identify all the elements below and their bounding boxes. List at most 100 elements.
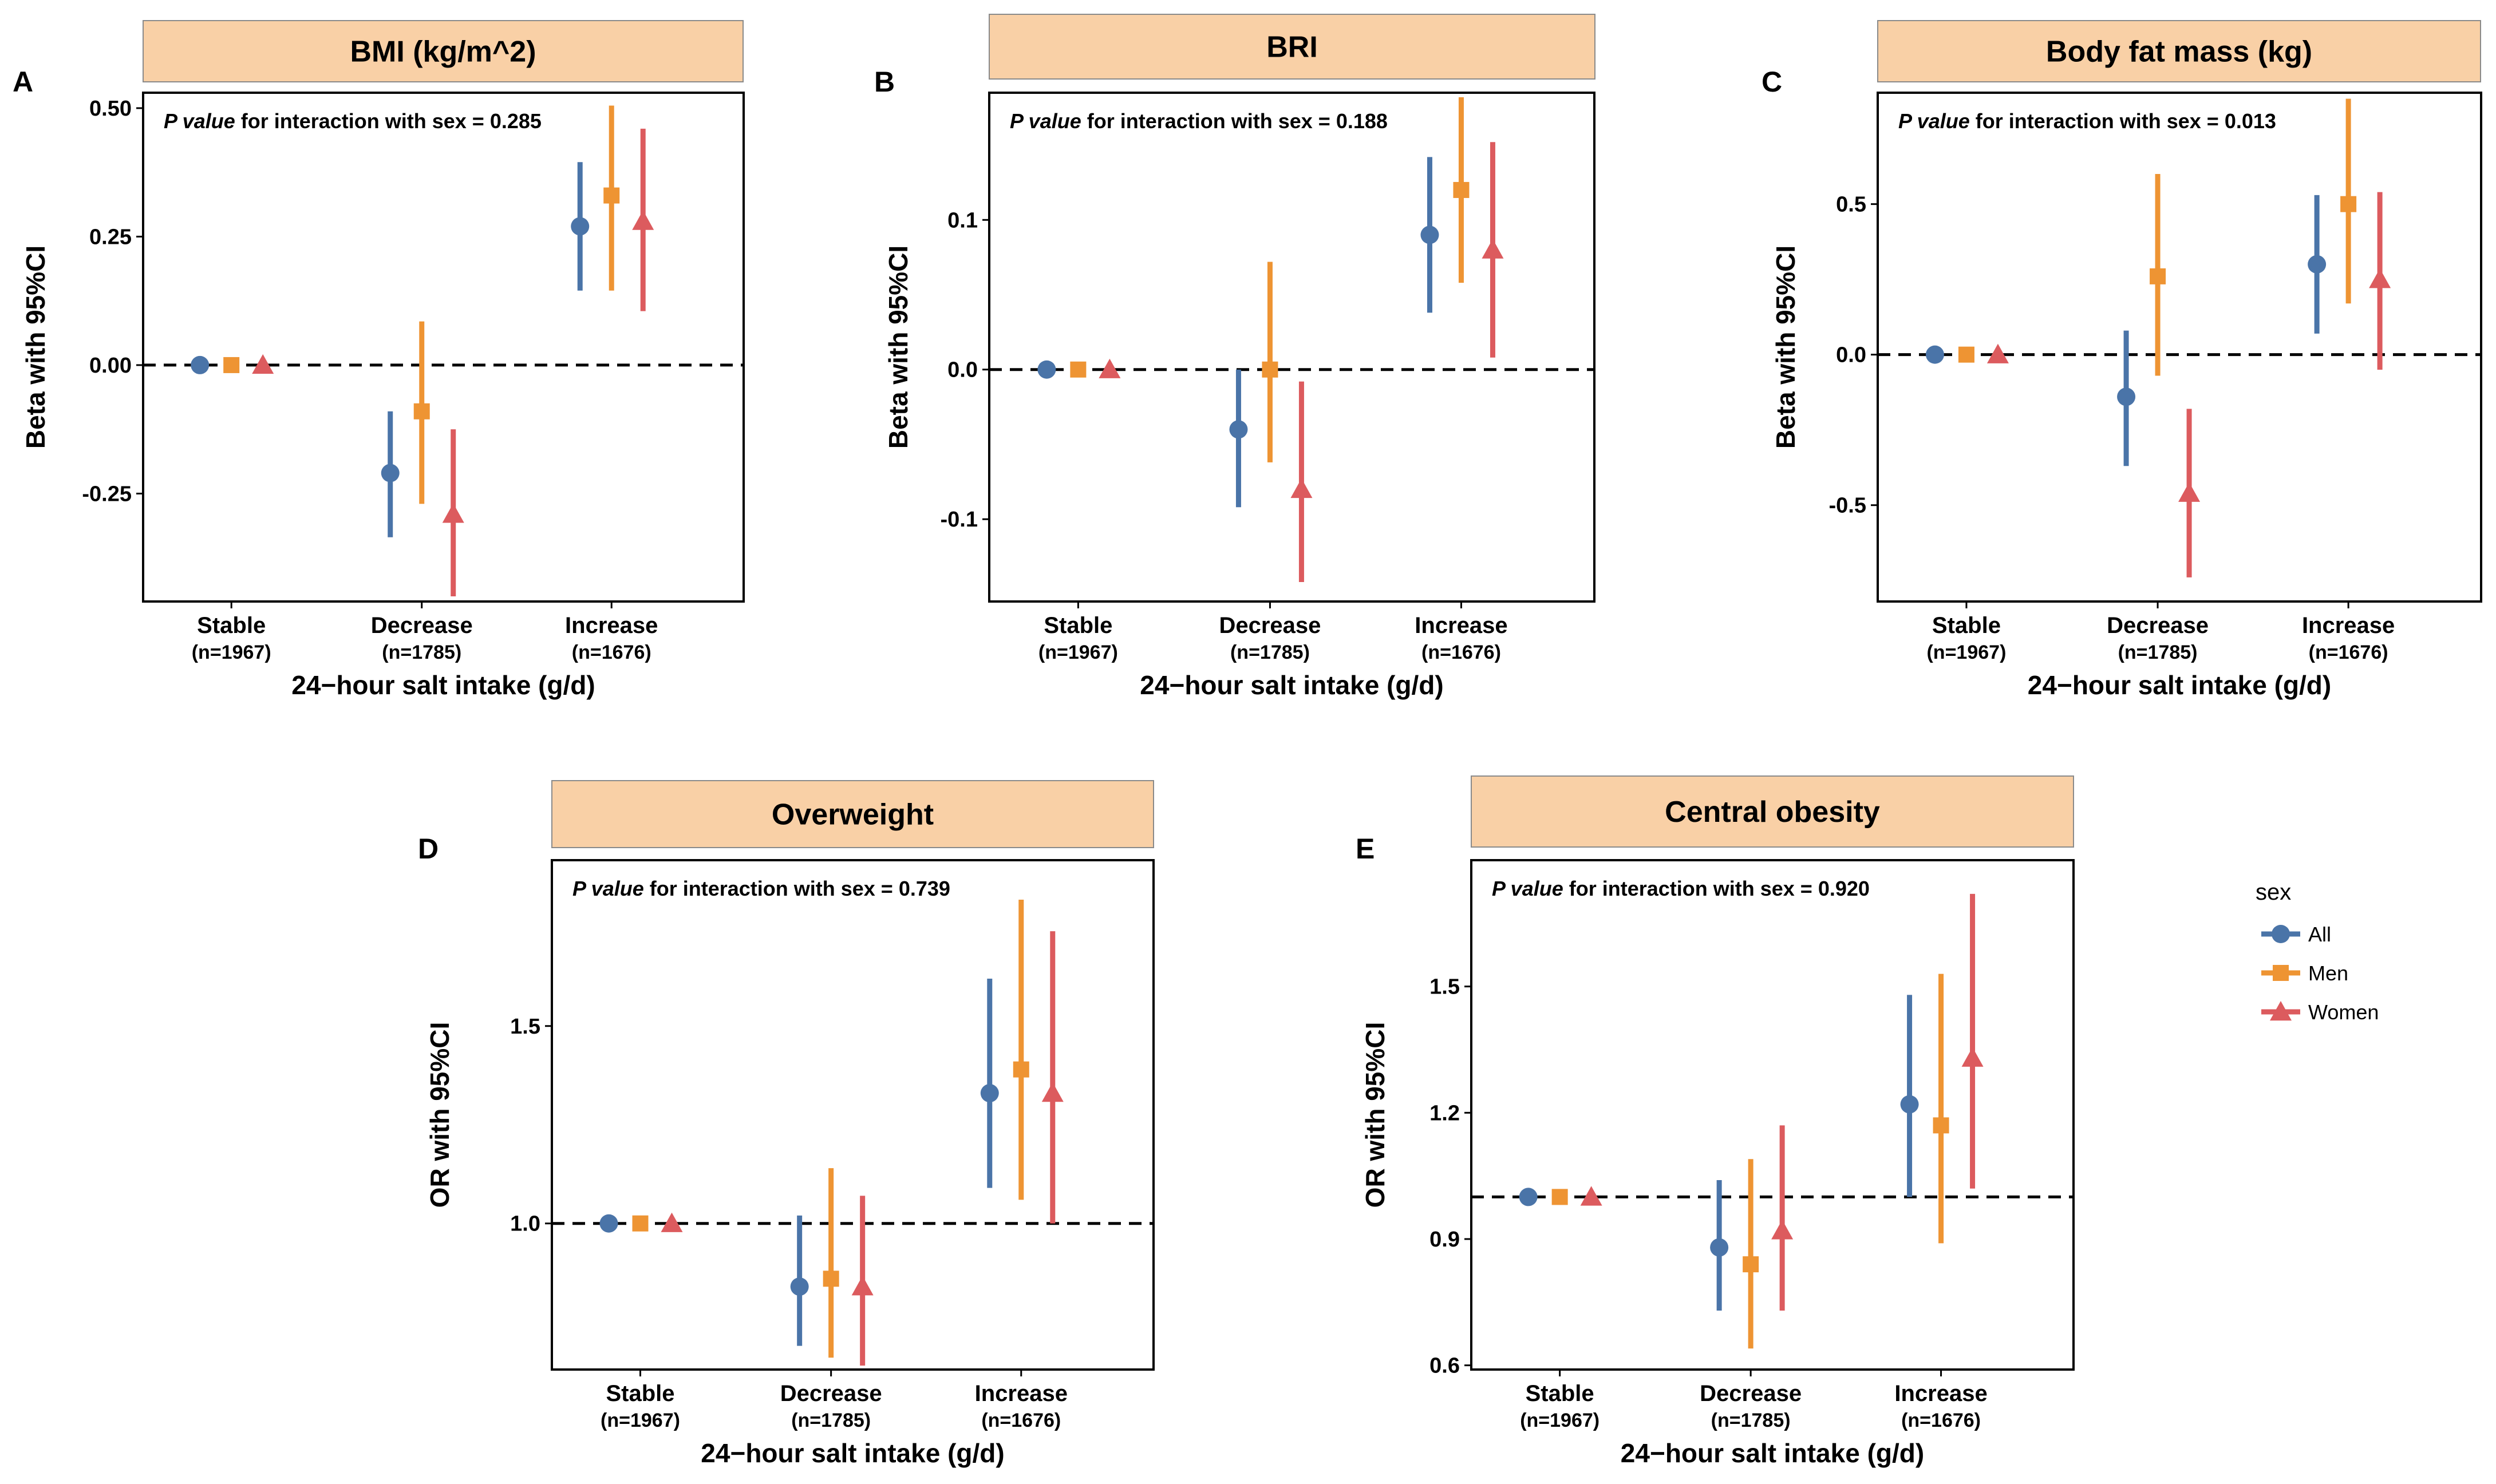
point-estimate xyxy=(1290,478,1313,498)
y-tick-label: 1.0 xyxy=(510,1212,540,1236)
point-estimate xyxy=(980,1084,999,1103)
series-men xyxy=(1551,973,1949,1349)
point-estimate xyxy=(599,1214,618,1233)
y-axis-title: OR with 95%CI xyxy=(1360,1022,1390,1208)
point-estimate xyxy=(1933,1117,1949,1134)
x-category-label: Decrease xyxy=(371,613,473,638)
series-men xyxy=(632,899,1029,1358)
panel-title: Body fat mass (kg) xyxy=(2046,35,2312,69)
point-estimate xyxy=(790,1277,809,1296)
point-estimate xyxy=(632,210,654,230)
series-all xyxy=(599,978,999,1346)
y-axis-title: Beta with 95%CI xyxy=(1771,246,1800,449)
panel-e: E Central obesity 1.5 1.2 0.9 0.6 P value for … xyxy=(1356,775,2075,1468)
interaction-annotation: P value for interaction with sex = 0.285 xyxy=(164,109,542,133)
point-estimate xyxy=(1482,239,1504,259)
x-category-n: (n=1676) xyxy=(572,642,651,663)
point-estimate xyxy=(413,403,430,420)
point-estimate xyxy=(1900,1095,1919,1114)
y-tick-label: 0.6 xyxy=(1429,1354,1460,1378)
point-estimate xyxy=(2150,268,2166,284)
interaction-annotation: P value for interaction with sex = 0.188 xyxy=(1010,109,1388,133)
x-category-n: (n=1785) xyxy=(2118,642,2198,663)
y-axis-title: Beta with 95%CI xyxy=(883,246,913,449)
point-estimate xyxy=(1771,1220,1794,1240)
y-tick-label: 0.1 xyxy=(947,208,978,232)
point-estimate xyxy=(1958,346,1974,363)
panel-title: BRI xyxy=(1266,31,1318,64)
interaction-annotation: P value for interaction with sex = 0.920 xyxy=(1492,877,1870,900)
point-estimate xyxy=(223,357,240,373)
x-axis-title: 24−hour salt intake (g/d) xyxy=(291,670,595,700)
x-category-n: (n=1676) xyxy=(1901,1410,1981,1431)
x-category-label: Stable xyxy=(606,1381,674,1406)
annotation-p-value: P value xyxy=(1492,877,1563,900)
x-category-label: Increase xyxy=(2302,613,2395,638)
legend-key-men xyxy=(2273,965,2289,981)
series-women xyxy=(252,128,654,597)
annotation-text: for interaction with sex = 0.920 xyxy=(1563,877,1870,900)
panel-a: A BMI (kg/m^2) 0.50 0.25 0.00 -0.25 P value fo… xyxy=(13,20,745,700)
legend-label-all: All xyxy=(2308,923,2331,946)
x-category-label: Increase xyxy=(565,613,658,638)
point-estimate xyxy=(442,503,464,523)
legend: sex All Men Women xyxy=(2256,880,2379,1024)
point-estimate xyxy=(2178,482,2201,502)
annotation-text: for interaction with sex = 0.739 xyxy=(644,877,950,900)
plot-area xyxy=(988,92,1595,603)
point-estimate xyxy=(632,1215,649,1232)
legend-label-men: Men xyxy=(2308,961,2348,985)
point-estimate xyxy=(823,1271,839,1287)
point-estimate xyxy=(1099,358,1121,378)
panel-letter-c: C xyxy=(1762,66,1782,98)
annotation-p-value: P value xyxy=(572,877,644,900)
point-estimate xyxy=(252,354,274,374)
annotation-text: for interaction with sex = 0.285 xyxy=(235,109,542,133)
y-tick-label: 1.5 xyxy=(510,1015,540,1039)
y-tick-label: 0.9 xyxy=(1429,1228,1460,1252)
legend-key-all xyxy=(2272,925,2290,943)
series-all xyxy=(1925,195,2327,466)
point-estimate xyxy=(851,1276,874,1296)
point-estimate xyxy=(381,464,400,482)
point-estimate xyxy=(1013,1061,1029,1078)
panel-c: C Body fat mass (kg) 0.5 0.0 -0.5 P value for… xyxy=(1762,20,2482,700)
annotation-text: for interaction with sex = 0.013 xyxy=(1970,109,2276,133)
point-estimate xyxy=(1041,1082,1064,1102)
plot-area xyxy=(142,92,745,603)
y-tick-label: 1.2 xyxy=(1429,1101,1460,1125)
point-estimate xyxy=(1070,361,1087,378)
series-women xyxy=(1986,192,2391,577)
title-strip xyxy=(1471,775,2074,848)
panel-title: BMI (kg/m^2) xyxy=(350,35,536,69)
point-estimate xyxy=(1710,1238,1729,1257)
x-category-n: (n=1785) xyxy=(1230,642,1310,663)
x-axis-title: 24−hour salt intake (g/d) xyxy=(701,1438,1004,1468)
point-estimate xyxy=(1519,1188,1538,1206)
x-category-label: Stable xyxy=(1932,613,2001,638)
y-tick-label: 0.0 xyxy=(947,358,978,382)
point-estimate xyxy=(1743,1256,1759,1273)
point-estimate xyxy=(1986,343,2009,363)
x-category-label: Increase xyxy=(1415,613,1507,638)
x-category-n: (n=1785) xyxy=(1711,1410,1791,1431)
y-tick-label: 0.25 xyxy=(89,225,132,249)
title-strip xyxy=(989,14,1595,80)
title-strip xyxy=(551,780,1154,848)
point-estimate xyxy=(1925,345,1944,364)
x-category-n: (n=1967) xyxy=(1520,1410,1600,1431)
x-category-label: Increase xyxy=(975,1381,1068,1406)
y-tick-label: 0.5 xyxy=(1836,193,1866,217)
point-estimate xyxy=(1580,1186,1602,1206)
series-women xyxy=(1099,142,1504,583)
point-estimate xyxy=(661,1212,683,1232)
x-category-n: (n=1967) xyxy=(1926,642,2006,663)
x-axis-title: 24−hour salt intake (g/d) xyxy=(2028,670,2331,700)
panel-title: Overweight xyxy=(772,798,934,832)
x-category-label: Stable xyxy=(1044,613,1112,638)
x-category-n: (n=1967) xyxy=(601,1410,680,1431)
y-tick-label: 0.0 xyxy=(1836,343,1866,367)
annotation-p-value: P value xyxy=(1898,109,1970,133)
series-all xyxy=(1519,995,1919,1311)
